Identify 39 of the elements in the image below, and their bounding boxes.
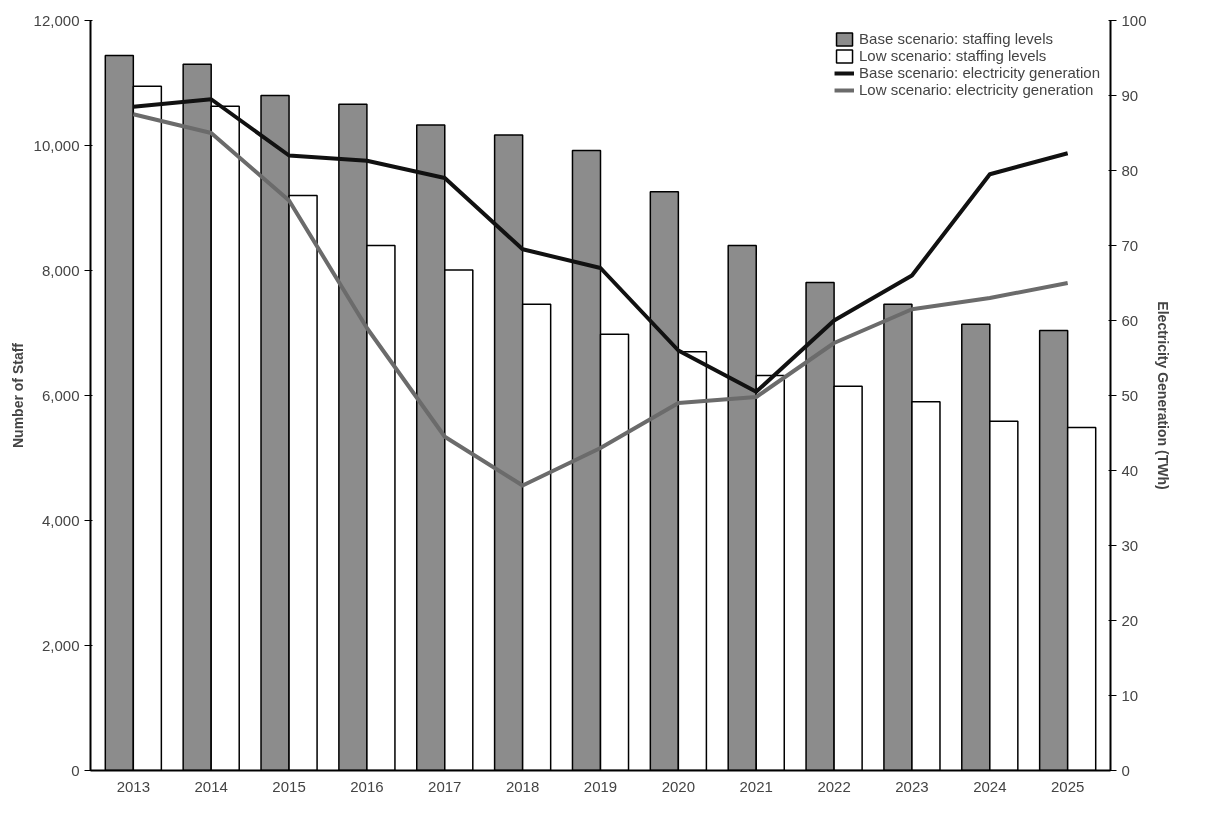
x-tick-label: 2017 (428, 777, 462, 795)
x-tick-label: 2021 (739, 777, 773, 795)
y2-tick-label: 80 (1121, 161, 1139, 179)
y2-tick-label: 70 (1121, 236, 1139, 254)
legend-label: Low scenario: electricity generation (859, 81, 1094, 98)
y2-tick-label: 50 (1121, 386, 1139, 404)
x-tick-label: 2025 (1050, 777, 1085, 795)
y-tick-label: 8,000 (41, 261, 80, 279)
y-tick-label: 10,000 (33, 136, 80, 154)
y-tick-label: 6,000 (41, 386, 80, 404)
y2-tick-label: 60 (1121, 311, 1139, 329)
x-tick-label: 2022 (817, 777, 851, 795)
y-tick-label: 4,000 (41, 511, 80, 529)
y-tick-label: 12,000 (33, 11, 80, 29)
x-tick-label: 2023 (895, 777, 929, 795)
x-tick-label: 2013 (116, 777, 151, 795)
legend-label: Low scenario: staffing levels (859, 47, 1047, 64)
x-tick-label: 2015 (272, 777, 306, 795)
y2-tick-label: 90 (1121, 86, 1139, 104)
y2-tick-label: 0 (1121, 761, 1130, 779)
y2-tick-label: 10 (1121, 686, 1139, 704)
line-series (131, 97, 1070, 394)
x-tick-label: 2014 (194, 777, 228, 795)
x-tick-label: 2020 (661, 777, 696, 795)
y-tick-label: 0 (71, 761, 80, 779)
line-series (131, 112, 1070, 488)
y-axis-title: Number of Staff (9, 342, 26, 448)
x-tick-label: 2024 (973, 777, 1007, 795)
x-tick-label: 2018 (505, 777, 540, 795)
x-tick-label: 2019 (583, 777, 618, 795)
y-tick-label: 2,000 (41, 636, 80, 654)
y2-tick-label: 100 (1121, 11, 1147, 29)
x-tick-label: 2016 (350, 777, 384, 795)
y2-tick-label: 30 (1121, 536, 1139, 554)
legend-label: Base scenario: electricity generation (859, 64, 1100, 81)
y2-axis-title: Electricity Generation (TWh) (1154, 301, 1171, 490)
y2-tick-label: 20 (1121, 611, 1139, 629)
y2-tick-label: 40 (1121, 461, 1139, 479)
legend-label: Base scenario: staffing levels (859, 30, 1054, 47)
